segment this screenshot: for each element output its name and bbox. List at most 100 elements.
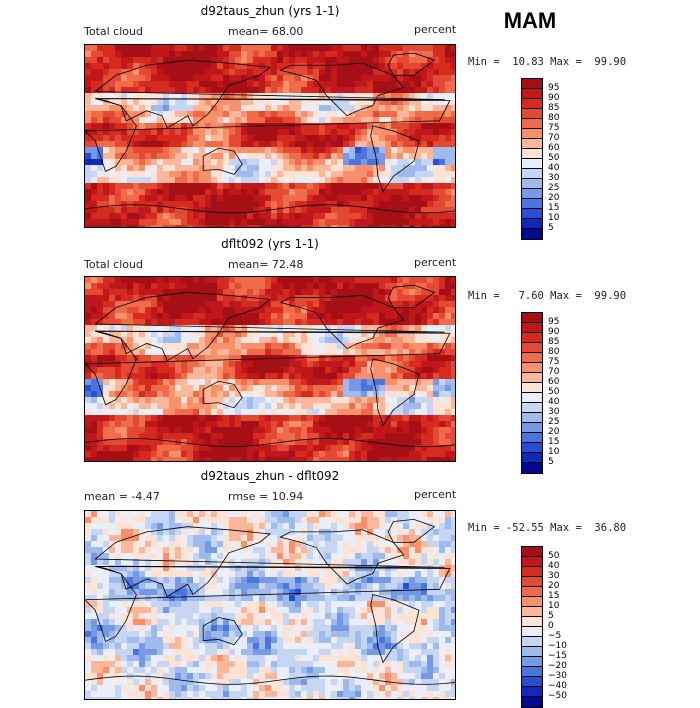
field-cell xyxy=(223,63,230,70)
field-cell xyxy=(157,535,164,542)
field-cell xyxy=(169,195,176,202)
field-cell xyxy=(367,595,374,602)
field-cell xyxy=(301,225,308,227)
field-cell xyxy=(259,427,266,434)
field-cell xyxy=(421,87,428,94)
field-cell xyxy=(355,421,362,428)
field-cell xyxy=(355,337,362,344)
field-cell xyxy=(175,427,182,434)
field-cell xyxy=(331,213,338,220)
field-cell xyxy=(271,57,278,64)
field-cell xyxy=(427,559,434,566)
field-cell xyxy=(133,589,140,596)
field-cell xyxy=(427,331,434,338)
field-cell xyxy=(187,361,194,368)
field-cell xyxy=(391,397,398,404)
field-cell xyxy=(115,93,122,100)
field-cell xyxy=(313,45,320,52)
field-cell xyxy=(163,547,170,554)
field-cell xyxy=(139,439,146,446)
field-cell xyxy=(103,589,110,596)
field-cell xyxy=(103,295,110,302)
field-cell xyxy=(241,283,248,290)
field-cell xyxy=(91,135,98,142)
field-cell xyxy=(157,409,164,416)
field-cell xyxy=(211,421,218,428)
field-cell xyxy=(271,391,278,398)
field-cell xyxy=(109,559,116,566)
field-cell xyxy=(163,99,170,106)
field-cell xyxy=(307,45,314,52)
field-cell xyxy=(373,511,380,518)
field-cell xyxy=(247,283,254,290)
field-cell xyxy=(277,81,284,88)
field-cell xyxy=(373,213,380,220)
field-cell xyxy=(277,283,284,290)
field-cell xyxy=(349,159,356,166)
field-cell xyxy=(109,427,116,434)
field-cell xyxy=(199,367,206,374)
field-cell xyxy=(163,225,170,227)
field-cell xyxy=(421,325,428,332)
field-cell xyxy=(247,445,254,452)
field-cell xyxy=(439,307,446,314)
field-cell xyxy=(97,301,104,308)
field-cell xyxy=(187,301,194,308)
field-cell xyxy=(409,535,416,542)
field-cell xyxy=(349,289,356,296)
field-cell xyxy=(85,409,92,416)
field-cell xyxy=(163,427,170,434)
field-cell xyxy=(391,189,398,196)
field-cell xyxy=(331,397,338,404)
field-cell xyxy=(151,69,158,76)
field-cell xyxy=(97,535,104,542)
field-cell xyxy=(337,541,344,548)
field-cell xyxy=(379,523,386,530)
field-cell xyxy=(109,337,116,344)
field-cell xyxy=(397,57,404,64)
field-cell xyxy=(223,277,230,284)
field-cell xyxy=(217,355,224,362)
field-cell xyxy=(241,105,248,112)
field-cell xyxy=(223,379,230,386)
field-cell xyxy=(241,391,248,398)
field-cell xyxy=(241,87,248,94)
field-cell xyxy=(307,337,314,344)
field-cell xyxy=(439,433,446,440)
field-cell xyxy=(331,595,338,602)
field-cell xyxy=(379,283,386,290)
field-cell xyxy=(199,135,206,142)
field-cell xyxy=(163,129,170,136)
field-cell xyxy=(91,355,98,362)
field-cell xyxy=(259,289,266,296)
field-cell xyxy=(373,445,380,452)
field-cell xyxy=(451,87,455,94)
field-cell xyxy=(133,283,140,290)
field-cell xyxy=(379,379,386,386)
field-cell xyxy=(313,433,320,440)
field-cell xyxy=(115,511,122,518)
field-cell xyxy=(313,553,320,560)
field-cell xyxy=(163,105,170,112)
field-cell xyxy=(439,385,446,392)
field-cell xyxy=(409,301,416,308)
field-cell xyxy=(325,177,332,184)
field-cell xyxy=(253,433,260,440)
field-cell xyxy=(391,595,398,602)
field-cell xyxy=(103,129,110,136)
field-cell xyxy=(253,343,260,350)
field-cell xyxy=(397,541,404,548)
field-cell xyxy=(445,171,452,178)
field-cell xyxy=(175,201,182,208)
field-cell xyxy=(283,63,290,70)
field-cell xyxy=(307,541,314,548)
field-cell xyxy=(235,601,242,608)
field-cell xyxy=(253,165,260,172)
field-cell xyxy=(319,289,326,296)
field-cell xyxy=(151,601,158,608)
field-cell xyxy=(235,535,242,542)
field-cell xyxy=(379,93,386,100)
field-cell xyxy=(283,289,290,296)
field-cell xyxy=(355,439,362,446)
field-cell xyxy=(415,123,422,130)
